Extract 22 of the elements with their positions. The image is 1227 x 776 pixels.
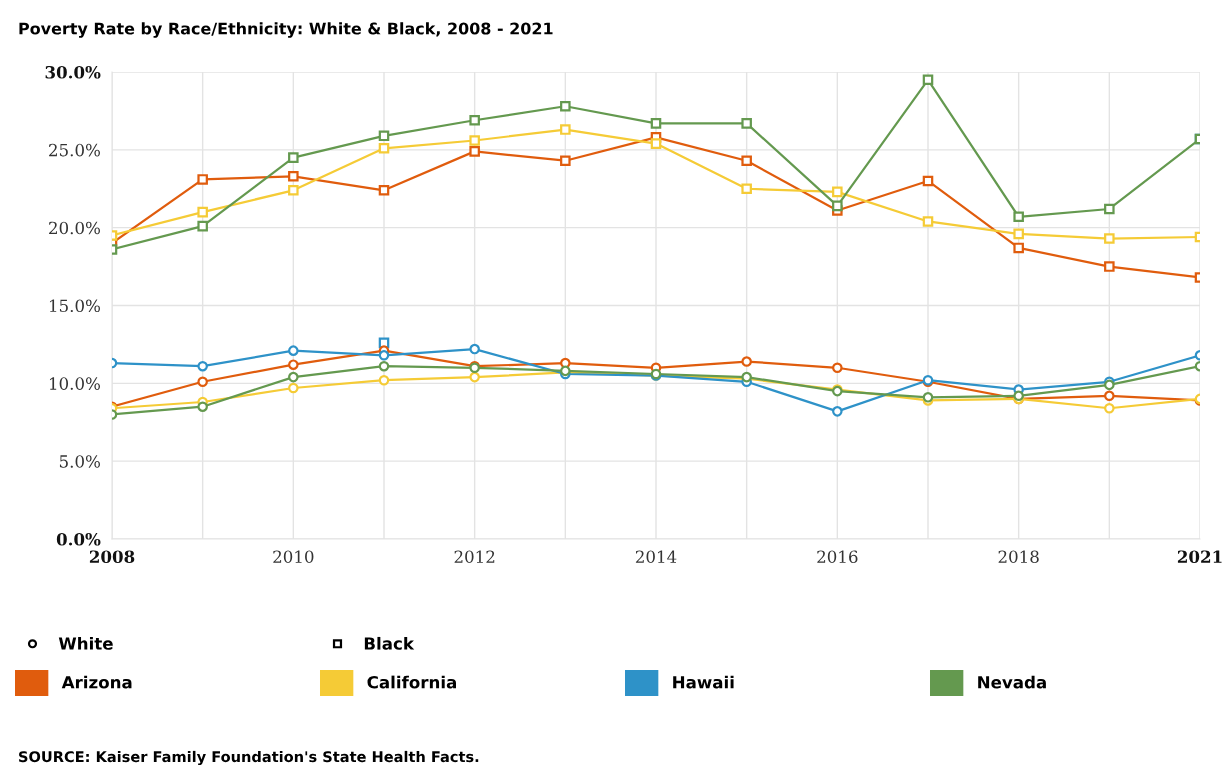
y-tick-label: 25.0% bbox=[49, 143, 100, 157]
y-tick-label: 5.0% bbox=[59, 455, 100, 468]
y-tick-label: 0.0% bbox=[56, 532, 101, 546]
x-tick-label: 2018 bbox=[998, 550, 1039, 564]
x-tick-label: 2021 bbox=[1177, 550, 1222, 564]
legend-label: Nevada bbox=[978, 675, 1046, 689]
legend-label: Arizona bbox=[61, 675, 132, 689]
legend-label: Hawaii bbox=[673, 675, 734, 689]
y-tick-label: 15.0% bbox=[49, 299, 100, 313]
x-tick-label: 2008 bbox=[89, 550, 135, 564]
y-tick-label: 20.0% bbox=[49, 221, 100, 235]
y-tick-label: 30.0% bbox=[45, 65, 101, 79]
chart-title: Poverty Rate by Race/Ethnicity: White & Black, 2008 - 2021 bbox=[19, 22, 553, 38]
y-tick-label: 10.0% bbox=[49, 377, 100, 390]
x-tick-label: 2010 bbox=[273, 550, 314, 564]
x-tick-label: 2012 bbox=[454, 550, 495, 564]
x-tick-label: 2014 bbox=[635, 550, 677, 564]
legend-label: California bbox=[367, 675, 457, 689]
x-tick-label: 2016 bbox=[817, 550, 858, 564]
source-note: SOURCE: Kaiser Family Foundation's State Health Facts. bbox=[19, 750, 479, 766]
text: White bbox=[58, 636, 113, 650]
text: Black bbox=[364, 636, 415, 650]
